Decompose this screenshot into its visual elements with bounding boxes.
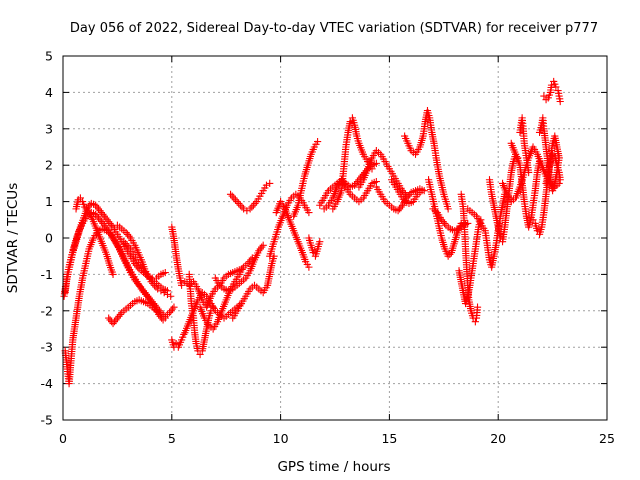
data-points <box>60 77 564 388</box>
y-tick-label: -5 <box>41 413 53 428</box>
y-tick-label: -1 <box>41 267 53 282</box>
series-track-36 <box>516 114 533 177</box>
marker-path <box>372 183 428 215</box>
marker-path <box>266 190 313 260</box>
marker-path <box>272 198 313 271</box>
series-track-12 <box>181 265 246 311</box>
series-track-22 <box>329 114 376 213</box>
series-track-15 <box>229 252 278 322</box>
series-track-7 <box>120 238 172 295</box>
marker-path <box>168 330 188 351</box>
series-track-31 <box>455 216 485 308</box>
series-track-23 <box>320 176 380 213</box>
y-tick-label: 2 <box>45 158 53 173</box>
marker-path <box>542 150 564 187</box>
series-track-40 <box>542 150 564 187</box>
series-track-39 <box>540 77 564 106</box>
series-track-14 <box>211 241 267 295</box>
y-tick-label: -2 <box>41 303 53 318</box>
series-track-35 <box>507 139 544 231</box>
series-track-26 <box>387 176 426 208</box>
series-track-18 <box>272 198 313 271</box>
series-track-2 <box>61 225 167 388</box>
marker-path <box>507 139 544 231</box>
marker-path <box>120 238 172 295</box>
y-tick-label: 3 <box>45 121 53 136</box>
marker-path <box>168 223 186 289</box>
marker-path <box>105 296 169 328</box>
y-tick-label: 4 <box>45 85 53 100</box>
series-track-5 <box>105 296 169 328</box>
marker-path <box>540 77 564 106</box>
axis-ticks <box>62 55 608 421</box>
x-axis-label: GPS time / hours <box>277 459 390 475</box>
y-tick-label: 1 <box>45 194 53 209</box>
marker-path <box>516 114 533 177</box>
marker-path <box>401 107 452 213</box>
marker-path <box>181 265 246 311</box>
y-tick-label: 0 <box>45 231 53 246</box>
x-tick-labels: 0 5 10 15 20 25 <box>59 431 615 446</box>
marker-path <box>290 137 322 220</box>
x-tick-label: 5 <box>168 431 176 446</box>
marker-path <box>355 147 411 200</box>
y-tick-label: -4 <box>41 376 54 391</box>
series-track-4 <box>72 194 117 278</box>
marker-path <box>211 241 267 295</box>
grid <box>63 56 607 420</box>
chart-title: Day 056 of 2022, Sidereal Day-to-day VTE… <box>70 21 598 36</box>
x-tick-label: 25 <box>599 431 615 446</box>
x-tick-label: 10 <box>273 431 289 446</box>
series-track-9 <box>168 223 186 289</box>
y-tick-label: -3 <box>41 340 53 355</box>
marker-path <box>387 176 426 208</box>
x-tick-label: 15 <box>381 431 397 446</box>
marker-path <box>329 114 376 213</box>
series-track-19 <box>290 137 322 220</box>
x-tick-label: 20 <box>490 431 506 446</box>
y-tick-labels: -5 -4 -3 -2 -1 0 1 2 3 4 5 <box>41 49 54 428</box>
marker-path <box>226 179 274 215</box>
x-tick-label: 0 <box>59 431 67 446</box>
y-tick-label: 5 <box>45 49 53 64</box>
series-track-25 <box>372 183 428 215</box>
marker-path <box>229 252 278 322</box>
series-track-8 <box>168 330 188 351</box>
series-track-17 <box>266 190 313 260</box>
marker-path <box>320 176 380 213</box>
marker-path <box>455 216 485 308</box>
series-track-20 <box>305 234 324 260</box>
marker-path <box>72 194 117 278</box>
series-track-24 <box>355 147 411 200</box>
marker-path <box>305 234 324 260</box>
y-axis-label: SDTVAR / TECUs <box>5 183 21 293</box>
series-track-27 <box>401 107 452 213</box>
plot-frame <box>62 55 608 421</box>
series-track-16 <box>226 179 274 215</box>
marker-path <box>424 176 465 260</box>
marker-path <box>61 225 167 388</box>
series-track-28 <box>424 176 465 260</box>
